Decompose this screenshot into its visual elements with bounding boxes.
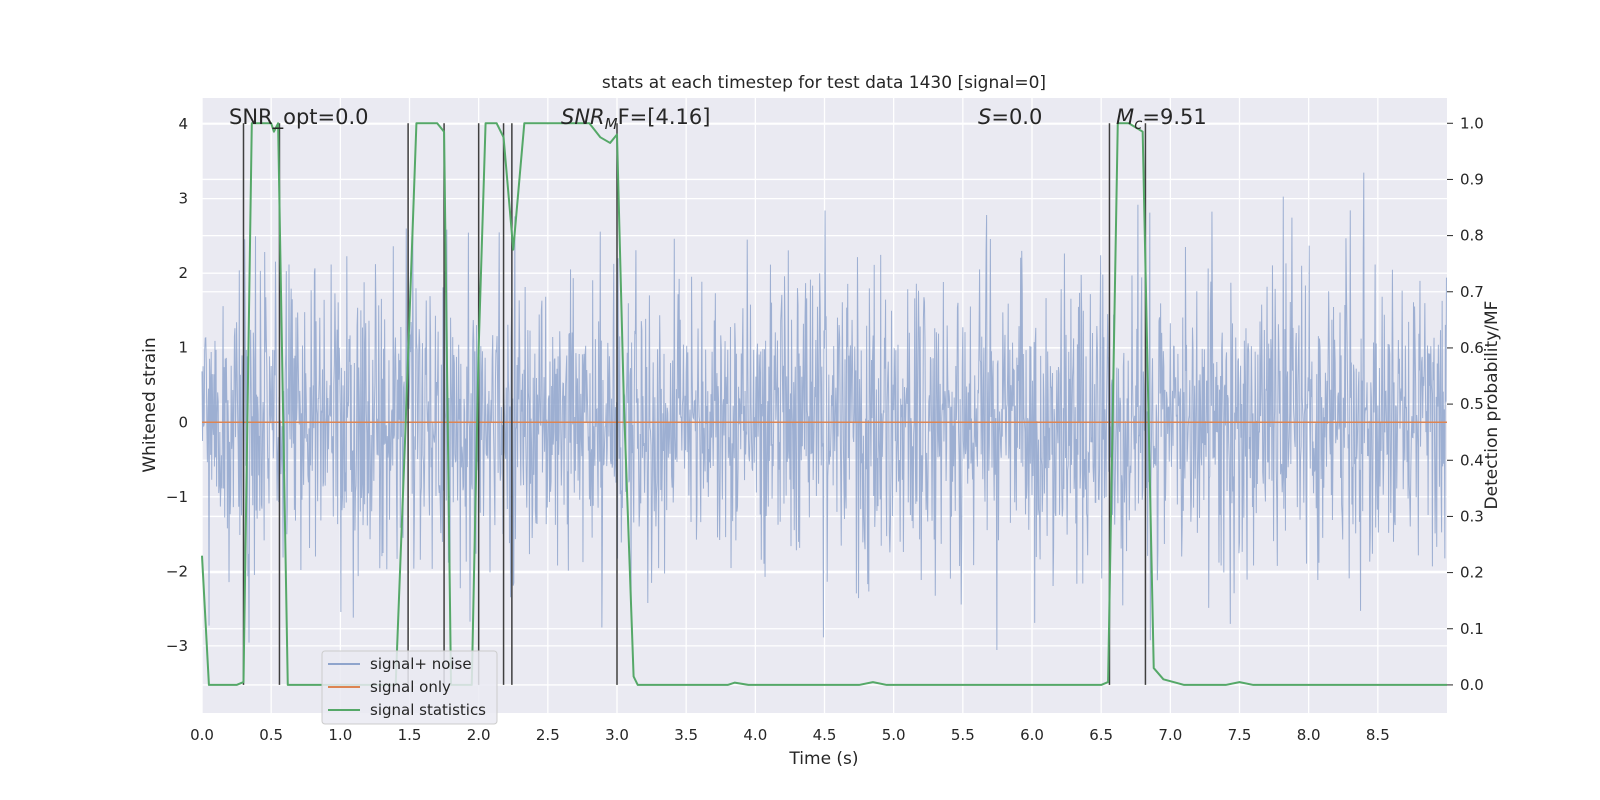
legend-label-signal-statistics: signal statistics (370, 701, 486, 719)
y-tick-label: 4 (178, 115, 188, 133)
y-tick-label: 0 (178, 413, 188, 431)
y-tick-label: 2 (178, 264, 188, 282)
signal-statistics-line (201, 122, 1447, 686)
annotation-snr-mf-base: SNR (561, 105, 605, 129)
y-tick-label: −3 (166, 637, 188, 655)
x-tick-label: 5.5 (951, 726, 975, 744)
y-tick-label: −2 (166, 562, 188, 580)
legend: signal+ noise signal only signal statist… (321, 650, 498, 725)
x-tick-label: 6.0 (1020, 726, 1044, 744)
annotation-s-tail: =0.0 (991, 105, 1042, 129)
y2-tick-label: 0.5 (1460, 395, 1484, 413)
x-tick-label: 4.0 (743, 726, 767, 744)
y2-tick-label: 0.6 (1460, 339, 1484, 357)
annotation-mc-sub: c (1134, 115, 1143, 133)
annotation-mc-tail: =9.51 (1142, 105, 1206, 129)
y2-tick-label: 0.3 (1460, 507, 1484, 525)
y2-tick-label: 0.7 (1460, 283, 1484, 301)
y2-tick-label: 0.9 (1460, 170, 1484, 188)
x-tick-label: 4.5 (813, 726, 837, 744)
annotation-snr-mf: SNRMF=[4.16] (561, 105, 710, 133)
y2-axis-label: Detection probability/MF (1482, 301, 1502, 510)
x-tick-labels: 0.0 0.5 1.0 1.5 2.0 2.5 3.0 3.5 4.0 4.5 5.0 5.5 6.0 6… (190, 726, 1390, 744)
y-tick-label: −1 (166, 488, 188, 506)
x-tick-label: 8.5 (1366, 726, 1390, 744)
x-axis-label: Time (s) (788, 749, 858, 769)
x-tick-label: 8.0 (1297, 726, 1321, 744)
x-tick-label: 6.5 (1089, 726, 1113, 744)
chart-title: stats at each timestep for test data 143… (602, 73, 1046, 93)
x-tick-label: 1.5 (398, 726, 422, 744)
y2-tick-label: 0.1 (1460, 620, 1484, 638)
annotation-s: S=0.0 (978, 105, 1042, 129)
y2-tick-label: 1.0 (1460, 114, 1484, 132)
annotation-snr-opt: SNR_opt=0.0 (229, 105, 369, 130)
x-tick-label: 3.5 (674, 726, 698, 744)
x-tick-label: 2.0 (467, 726, 491, 744)
legend-label-signal-only: signal only (370, 678, 451, 696)
x-tick-label: 2.5 (536, 726, 560, 744)
annotation-snr-mf-sub: M (605, 115, 618, 133)
annotation-snr-mf-tail: F=[4.16] (618, 105, 711, 129)
x-tick-label: 5.0 (882, 726, 906, 744)
y2-tick-label: 0.4 (1460, 451, 1484, 469)
y-tick-label: 3 (178, 190, 188, 208)
y2-tick-label: 0.8 (1460, 227, 1484, 245)
y2-tick-labels: 1.0 0.9 0.8 0.7 0.6 0.5 0.4 0.3 0.2 0.1 0.0 (1447, 114, 1484, 694)
x-tick-label: 7.5 (1228, 726, 1252, 744)
signal-noise-series (201, 172, 1447, 650)
signal-statistics-series (201, 122, 1447, 686)
annotation-mc: Mc=9.51 (1116, 105, 1207, 133)
legend-box (321, 650, 498, 725)
y-axis-label: Whitened strain (140, 337, 160, 472)
y2-tick-label: 0.0 (1460, 676, 1484, 694)
legend-label-signal-noise: signal+ noise (370, 655, 472, 673)
y2-tick-label: 0.2 (1460, 564, 1484, 582)
x-tick-label: 7.0 (1158, 726, 1182, 744)
annotation-mc-base: M (1116, 105, 1134, 129)
annotation-s-base: S (978, 105, 991, 129)
x-tick-label: 1.0 (328, 726, 352, 744)
x-tick-label: 0.5 (259, 726, 283, 744)
x-tick-label: 0.0 (190, 726, 214, 744)
vertical-markers (242, 123, 1147, 685)
y-tick-label: 1 (178, 339, 188, 357)
y-tick-labels: 4 3 2 1 0 −1 −2 −3 (166, 115, 188, 655)
x-tick-label: 3.0 (605, 726, 629, 744)
signal-noise-line (201, 172, 1447, 650)
